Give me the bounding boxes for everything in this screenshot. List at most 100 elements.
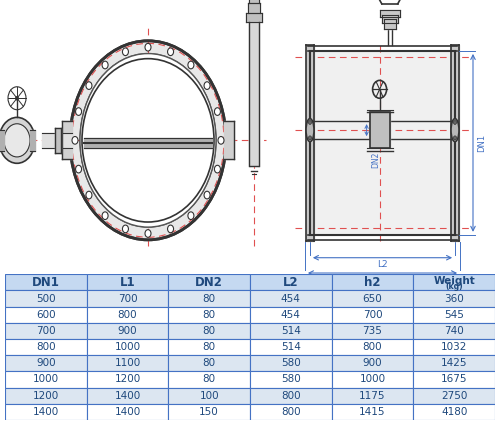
FancyBboxPatch shape (332, 339, 413, 355)
Text: 80: 80 (202, 294, 215, 303)
Circle shape (102, 212, 108, 219)
Text: 80: 80 (202, 326, 215, 336)
Text: 80: 80 (202, 310, 215, 320)
Text: 580: 580 (281, 358, 300, 368)
FancyBboxPatch shape (250, 274, 332, 290)
FancyBboxPatch shape (250, 404, 332, 420)
FancyBboxPatch shape (168, 274, 250, 290)
FancyBboxPatch shape (250, 387, 332, 404)
Text: 1400: 1400 (114, 407, 140, 417)
Ellipse shape (82, 59, 214, 222)
Circle shape (76, 165, 82, 173)
FancyBboxPatch shape (168, 323, 250, 339)
FancyBboxPatch shape (86, 307, 168, 323)
FancyBboxPatch shape (168, 387, 250, 404)
Text: 650: 650 (362, 294, 382, 303)
Circle shape (4, 124, 30, 157)
FancyBboxPatch shape (86, 339, 168, 355)
Circle shape (214, 108, 220, 115)
Text: 800: 800 (281, 407, 300, 417)
FancyBboxPatch shape (86, 355, 168, 371)
Text: (kg): (kg) (446, 281, 463, 290)
Circle shape (122, 225, 128, 233)
Ellipse shape (451, 119, 459, 142)
FancyBboxPatch shape (168, 307, 250, 323)
Circle shape (218, 136, 224, 144)
FancyBboxPatch shape (332, 307, 413, 323)
Text: 1200: 1200 (114, 374, 140, 384)
Text: 1400: 1400 (114, 391, 140, 400)
Text: L2: L2 (377, 260, 388, 269)
Text: 454: 454 (281, 294, 301, 303)
FancyBboxPatch shape (414, 323, 495, 339)
Text: 600: 600 (36, 310, 56, 320)
FancyBboxPatch shape (168, 355, 250, 371)
Text: 1032: 1032 (441, 342, 468, 352)
Circle shape (308, 121, 312, 124)
FancyBboxPatch shape (168, 339, 250, 355)
FancyBboxPatch shape (332, 387, 413, 404)
Bar (370, 112, 390, 148)
Text: 1000: 1000 (114, 342, 140, 352)
Circle shape (72, 136, 78, 144)
Circle shape (308, 136, 312, 140)
Circle shape (80, 54, 216, 227)
Text: 1425: 1425 (441, 358, 468, 368)
FancyBboxPatch shape (250, 323, 332, 339)
Text: DN1: DN1 (477, 134, 486, 152)
Circle shape (145, 230, 151, 237)
Bar (310, 51, 455, 235)
FancyBboxPatch shape (332, 404, 413, 420)
Text: DN1: DN1 (32, 276, 60, 289)
Text: 100: 100 (200, 391, 219, 400)
Circle shape (76, 108, 82, 115)
Text: 1400: 1400 (32, 407, 59, 417)
Circle shape (204, 82, 210, 89)
Circle shape (168, 48, 173, 56)
Text: 580: 580 (281, 374, 300, 384)
FancyBboxPatch shape (414, 371, 495, 387)
FancyBboxPatch shape (414, 307, 495, 323)
Text: DN2: DN2 (372, 152, 380, 168)
FancyBboxPatch shape (5, 371, 86, 387)
Text: 360: 360 (444, 294, 464, 303)
Circle shape (188, 61, 194, 69)
Circle shape (86, 191, 92, 199)
Text: 900: 900 (36, 358, 56, 368)
FancyBboxPatch shape (5, 339, 86, 355)
Text: 80: 80 (202, 374, 215, 384)
FancyBboxPatch shape (86, 404, 168, 420)
FancyBboxPatch shape (414, 404, 495, 420)
FancyBboxPatch shape (414, 339, 495, 355)
Text: Weight: Weight (434, 276, 475, 286)
Circle shape (168, 225, 173, 233)
FancyBboxPatch shape (86, 290, 168, 307)
Circle shape (86, 82, 92, 89)
FancyBboxPatch shape (5, 355, 86, 371)
FancyBboxPatch shape (332, 355, 413, 371)
FancyBboxPatch shape (414, 290, 495, 307)
Text: L2: L2 (283, 276, 298, 289)
FancyBboxPatch shape (5, 274, 86, 290)
Text: 514: 514 (281, 326, 301, 336)
Text: 1175: 1175 (359, 391, 386, 400)
Text: 80: 80 (202, 358, 215, 368)
Text: 1100: 1100 (114, 358, 140, 368)
FancyBboxPatch shape (5, 404, 86, 420)
Text: 735: 735 (362, 326, 382, 336)
Text: L1: L1 (377, 276, 388, 284)
FancyBboxPatch shape (5, 290, 86, 307)
Text: 800: 800 (118, 310, 138, 320)
Text: h2: h2 (364, 276, 381, 289)
FancyBboxPatch shape (332, 274, 413, 290)
Text: 1000: 1000 (360, 374, 386, 384)
FancyBboxPatch shape (414, 274, 495, 290)
FancyBboxPatch shape (168, 404, 250, 420)
Text: 500: 500 (36, 294, 56, 303)
FancyBboxPatch shape (414, 355, 495, 371)
Circle shape (188, 212, 194, 219)
Text: 900: 900 (118, 326, 138, 336)
FancyBboxPatch shape (332, 290, 413, 307)
FancyBboxPatch shape (414, 387, 495, 404)
FancyBboxPatch shape (250, 339, 332, 355)
